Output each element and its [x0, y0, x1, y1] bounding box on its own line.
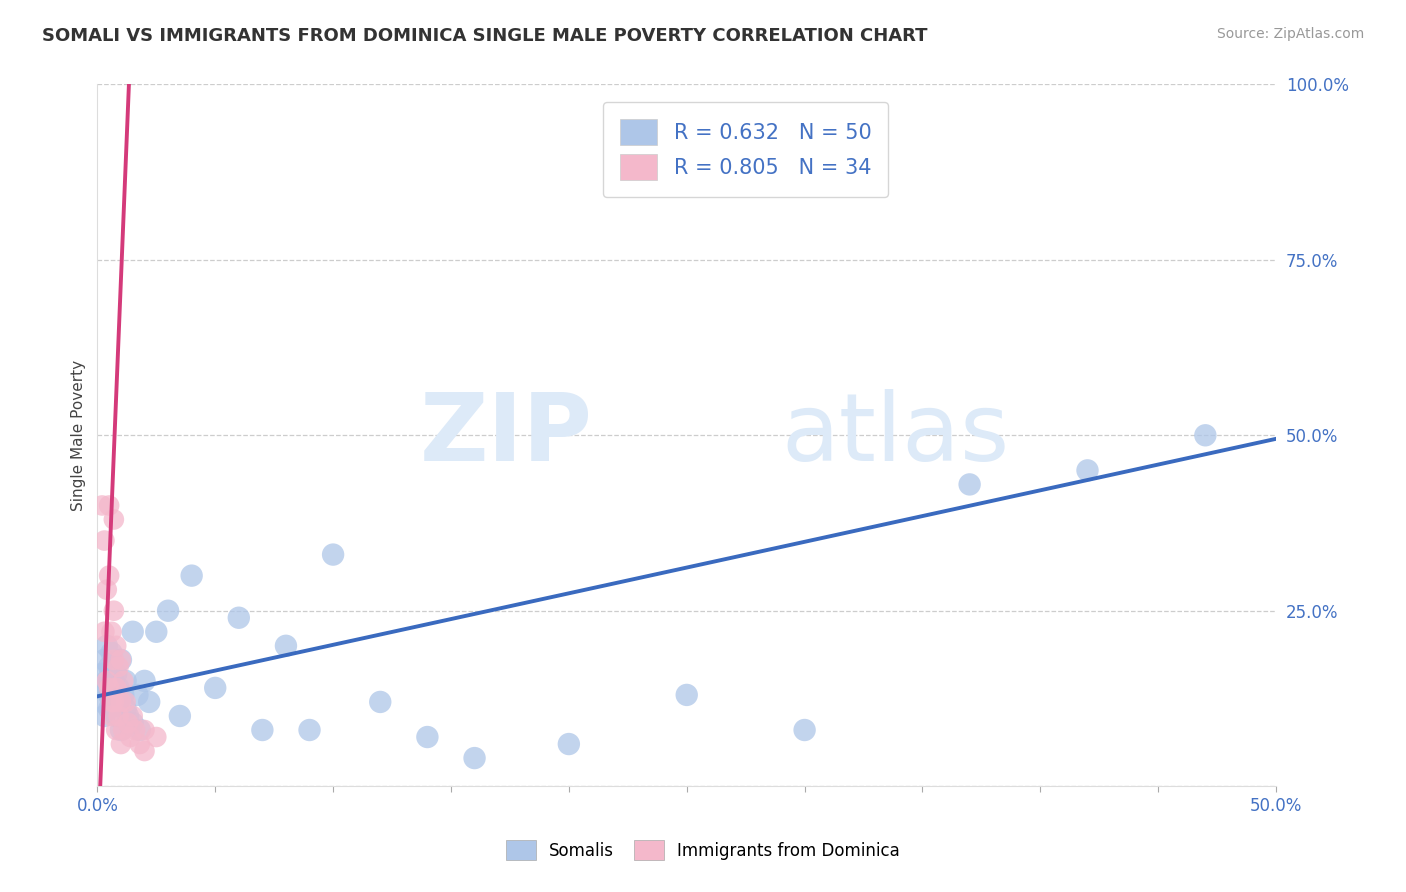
Point — [274, 639, 297, 653]
Point — [138, 695, 160, 709]
Point — [91, 666, 114, 681]
Point — [121, 709, 143, 723]
Point — [416, 730, 439, 744]
Point — [120, 730, 142, 744]
Legend: Somalis, Immigrants from Dominica: Somalis, Immigrants from Dominica — [496, 830, 910, 871]
Point — [114, 702, 136, 716]
Point — [98, 568, 121, 582]
Point — [110, 723, 132, 737]
Point — [134, 723, 156, 737]
Text: ZIP: ZIP — [419, 389, 592, 482]
Point — [228, 611, 250, 625]
Point — [103, 604, 125, 618]
Point — [105, 723, 128, 737]
Point — [93, 681, 115, 695]
Text: atlas: atlas — [780, 389, 1010, 482]
Point — [1076, 463, 1098, 477]
Point — [100, 624, 122, 639]
Point — [98, 660, 121, 674]
Point — [110, 653, 132, 667]
Point — [103, 512, 125, 526]
Point — [103, 695, 125, 709]
Point — [145, 730, 167, 744]
Point — [124, 723, 146, 737]
Point — [103, 653, 125, 667]
Point — [145, 624, 167, 639]
Point — [180, 568, 202, 582]
Point — [127, 688, 149, 702]
Point — [107, 709, 129, 723]
Point — [96, 639, 118, 653]
Point — [121, 624, 143, 639]
Point — [98, 702, 121, 716]
Point — [114, 695, 136, 709]
Point — [134, 744, 156, 758]
Point — [134, 673, 156, 688]
Point — [252, 723, 274, 737]
Point — [98, 688, 121, 702]
Point — [128, 737, 150, 751]
Point — [368, 695, 391, 709]
Point — [100, 709, 122, 723]
Point — [169, 709, 191, 723]
Point — [103, 673, 125, 688]
Point — [117, 709, 139, 723]
Point — [793, 723, 815, 737]
Point — [93, 624, 115, 639]
Point — [105, 709, 128, 723]
Point — [110, 737, 132, 751]
Point — [105, 681, 128, 695]
Point — [322, 548, 344, 562]
Point — [107, 681, 129, 695]
Point — [112, 723, 135, 737]
Point — [100, 688, 122, 702]
Legend: R = 0.632   N = 50, R = 0.805   N = 34: R = 0.632 N = 50, R = 0.805 N = 34 — [603, 102, 889, 197]
Text: Source: ZipAtlas.com: Source: ZipAtlas.com — [1216, 27, 1364, 41]
Point — [96, 673, 118, 688]
Point — [107, 695, 129, 709]
Point — [959, 477, 981, 491]
Point — [100, 646, 122, 660]
Point — [464, 751, 486, 765]
Point — [128, 723, 150, 737]
Point — [114, 673, 136, 688]
Point — [675, 688, 697, 702]
Point — [112, 673, 135, 688]
Point — [1194, 428, 1216, 442]
Point — [105, 639, 128, 653]
Point — [110, 653, 132, 667]
Point — [89, 681, 111, 695]
Point — [112, 688, 135, 702]
Point — [110, 695, 132, 709]
Point — [98, 499, 121, 513]
Y-axis label: Single Male Poverty: Single Male Poverty — [72, 359, 86, 511]
Point — [91, 695, 114, 709]
Point — [100, 695, 122, 709]
Point — [93, 533, 115, 548]
Point — [558, 737, 581, 751]
Point — [121, 716, 143, 731]
Point — [96, 673, 118, 688]
Point — [157, 604, 180, 618]
Point — [103, 695, 125, 709]
Point — [91, 499, 114, 513]
Text: SOMALI VS IMMIGRANTS FROM DOMINICA SINGLE MALE POVERTY CORRELATION CHART: SOMALI VS IMMIGRANTS FROM DOMINICA SINGL… — [42, 27, 928, 45]
Point — [93, 709, 115, 723]
Point — [298, 723, 321, 737]
Point — [98, 681, 121, 695]
Point — [117, 716, 139, 731]
Point — [105, 666, 128, 681]
Point — [96, 582, 118, 597]
Point — [204, 681, 226, 695]
Point — [107, 660, 129, 674]
Point — [93, 653, 115, 667]
